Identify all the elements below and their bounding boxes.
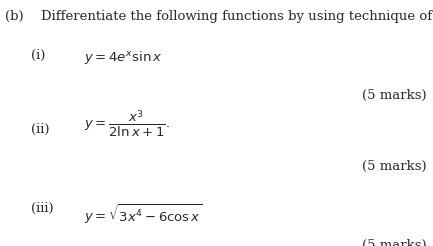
Text: $y = \dfrac{x^3}{2\ln x+1}.$: $y = \dfrac{x^3}{2\ln x+1}.$ (84, 108, 171, 139)
Text: $y = \sqrt{3x^4 - 6\cos x}$: $y = \sqrt{3x^4 - 6\cos x}$ (84, 202, 203, 226)
Text: $y = 4e^{x}\sin x$: $y = 4e^{x}\sin x$ (84, 49, 163, 66)
Text: (5 marks): (5 marks) (362, 239, 427, 246)
Text: (b): (b) (5, 10, 24, 23)
Text: (5 marks): (5 marks) (362, 89, 427, 102)
Text: (i): (i) (31, 49, 45, 62)
Text: Differentiate the following functions by using technique of differentiation.: Differentiate the following functions by… (41, 10, 433, 23)
Text: (iii): (iii) (31, 202, 54, 215)
Text: (5 marks): (5 marks) (362, 160, 427, 173)
Text: (ii): (ii) (31, 123, 50, 136)
